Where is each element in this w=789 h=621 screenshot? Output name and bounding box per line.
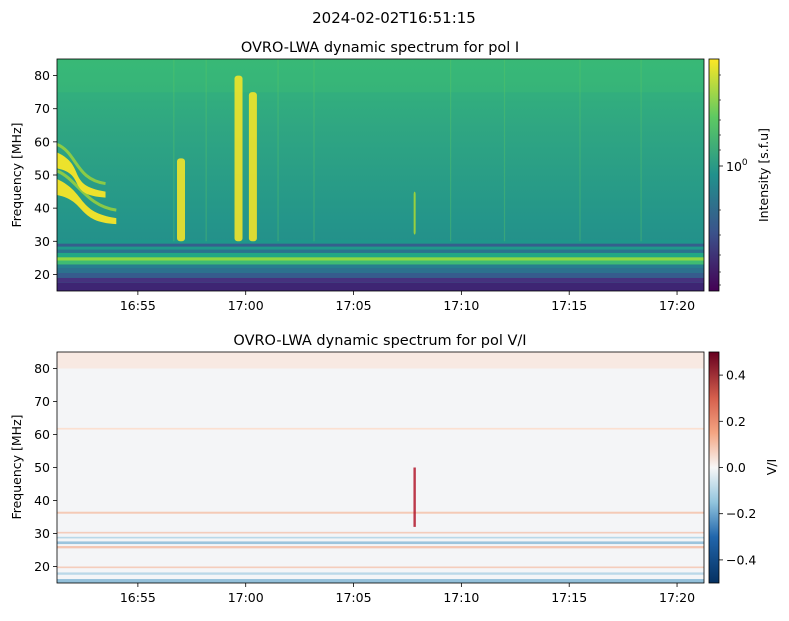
drifting-burst-fringe — [57, 169, 117, 212]
colorbar-tick-label: 0.0 — [726, 460, 746, 475]
rfi-band — [57, 257, 704, 261]
rfi-band — [57, 243, 704, 247]
vertical-burst — [234, 75, 243, 242]
y-tick-label: 60 — [34, 134, 50, 149]
figure-suptitle: 2024-02-02T16:51:15 — [312, 9, 476, 27]
high-freq-shade — [57, 59, 704, 93]
panel-2-bands — [57, 352, 704, 583]
polarization-band — [57, 546, 704, 549]
vertical-burst — [177, 158, 186, 242]
y-tick-label: 80 — [34, 68, 50, 83]
rfi-band — [57, 249, 704, 253]
colorbar-tick-label: 0.4 — [726, 368, 746, 383]
x-tick-label: 17:00 — [228, 590, 264, 605]
polarization-band — [57, 541, 704, 545]
panel-2-colorbar — [708, 351, 720, 584]
panel-2-y-ticks: 20 30 40 50 60 70 80 — [34, 361, 57, 574]
y-tick-label: 30 — [34, 234, 50, 249]
rfi-band — [57, 282, 704, 291]
panel-2-x-ticks: 16:55 17:00 17:05 17:10 17:15 17:20 — [120, 583, 695, 605]
rfi-band — [57, 246, 704, 250]
panel-1-colorbar — [708, 58, 720, 292]
rfi-band — [57, 252, 704, 258]
x-tick-label: 17:05 — [336, 590, 372, 605]
panel-2-background — [57, 352, 704, 583]
panel-1-x-ticks: 16:55 17:00 17:05 17:10 17:15 17:20 — [120, 291, 695, 313]
panel-1-colorbar-ticks — [719, 74, 721, 286]
y-tick-label: 50 — [34, 168, 50, 183]
panel-1-ylabel: Frequency [MHz] — [9, 122, 24, 227]
y-tick-label: 50 — [34, 460, 50, 475]
panel-2-colorbar-ticks: 0.4 0.2 0.0 −0.2 −0.4 — [719, 368, 756, 567]
x-tick-label: 17:15 — [551, 590, 587, 605]
drifting-burst — [57, 152, 106, 198]
polarization-band — [57, 427, 704, 430]
vertical-burst — [248, 92, 257, 242]
x-tick-label: 17:20 — [659, 590, 695, 605]
polarization-band — [57, 566, 704, 569]
x-tick-label: 16:55 — [120, 590, 156, 605]
polarization-band — [57, 572, 704, 575]
panel-1-heatmap — [57, 59, 704, 291]
x-tick-label: 17:15 — [551, 298, 587, 313]
polarization-band — [57, 536, 704, 539]
colorbar-tick-label: 0.2 — [726, 414, 746, 429]
x-tick-label: 17:10 — [443, 590, 479, 605]
rfi-band — [57, 267, 704, 273]
panel-2-colorbar-label: V/I — [764, 459, 779, 475]
y-tick-label: 40 — [34, 201, 50, 216]
panel-2-ylabel: Frequency [MHz] — [9, 414, 24, 519]
rfi-band — [57, 260, 704, 265]
colorbar-tick-label: −0.2 — [726, 506, 756, 521]
panel-2-heatmap — [57, 352, 704, 583]
y-tick-label: 80 — [34, 361, 50, 376]
y-tick-label: 40 — [34, 493, 50, 508]
panel-1-title: OVRO-LWA dynamic spectrum for pol I — [241, 40, 519, 56]
rfi-band — [57, 277, 704, 283]
polarization-band — [57, 531, 704, 534]
polarized-burst — [413, 467, 416, 527]
y-tick-label: 70 — [34, 101, 50, 116]
rfi-band — [57, 264, 704, 268]
drifting-burst-fringe — [57, 143, 106, 186]
polarization-band — [57, 579, 704, 583]
high-freq-shade — [57, 352, 704, 369]
panel-1-colorbar-tick-label: 100 — [726, 158, 748, 174]
polarization-band — [57, 511, 704, 514]
vertical-burst — [413, 191, 416, 235]
panel-1-colorbar-label: Intensity [s.f.u] — [756, 128, 771, 222]
panel-1-bands — [57, 59, 704, 291]
y-tick-label: 20 — [34, 267, 50, 282]
x-tick-label: 17:20 — [659, 298, 695, 313]
panel-2-bursts — [413, 467, 416, 527]
x-tick-label: 17:00 — [228, 298, 264, 313]
x-tick-label: 17:05 — [336, 298, 372, 313]
x-tick-label: 17:10 — [443, 298, 479, 313]
y-tick-label: 20 — [34, 559, 50, 574]
panel-2-title: OVRO-LWA dynamic spectrum for pol V/I — [233, 333, 526, 349]
drifting-burst — [57, 178, 117, 225]
rfi-band — [57, 272, 704, 278]
y-tick-label: 70 — [34, 394, 50, 409]
x-tick-label: 16:55 — [120, 298, 156, 313]
panel-1-y-ticks: 20 30 40 50 60 70 80 — [34, 68, 57, 282]
y-tick-label: 30 — [34, 526, 50, 541]
y-tick-label: 60 — [34, 427, 50, 442]
panel-1-bursts — [57, 59, 642, 242]
rfi-band — [57, 239, 704, 244]
colorbar-tick-label: −0.4 — [726, 552, 756, 567]
